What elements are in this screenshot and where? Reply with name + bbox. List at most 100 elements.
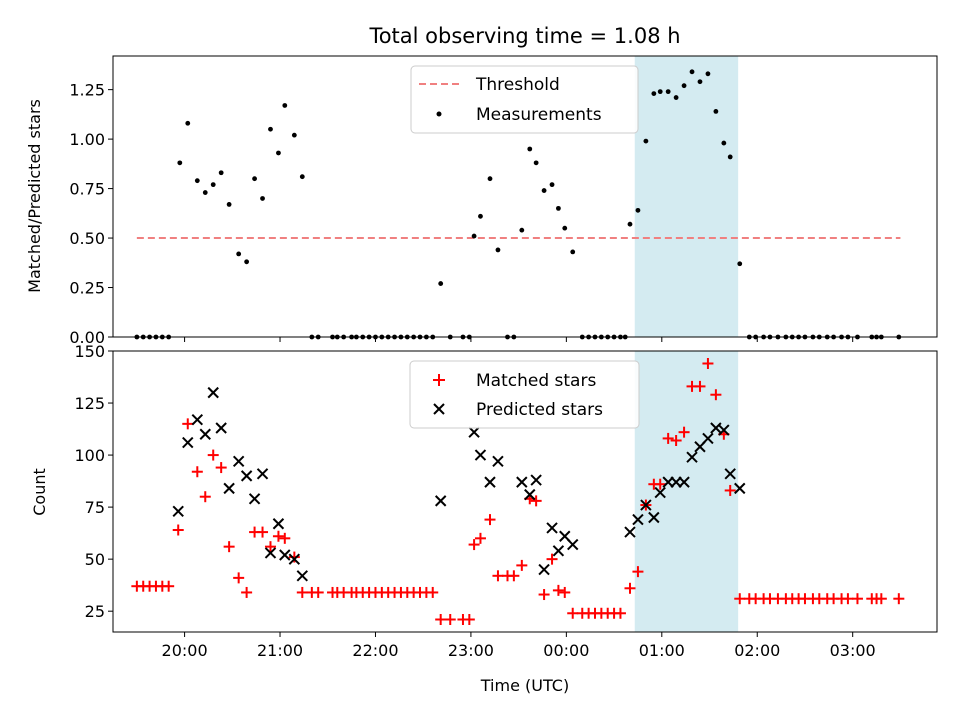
measurement-point — [643, 138, 649, 144]
predicted-star-point — [223, 482, 235, 495]
x-stroke-b — [632, 513, 644, 526]
bottom-panel: Count Time (UTC) 25 50 75 100 125 150 20:00 21… — [30, 342, 938, 695]
measurement-point — [299, 174, 305, 180]
measurement-point — [177, 160, 183, 166]
predicted-star-point — [279, 549, 291, 561]
measurement-point — [194, 178, 200, 184]
x-stroke-b — [624, 526, 636, 538]
measurement-point — [697, 79, 703, 85]
top-x-ticks — [184, 337, 854, 342]
matched-star-point — [279, 532, 291, 544]
bottom-legend: Matched stars Predicted stars — [409, 360, 640, 429]
predicted-star-point — [484, 476, 496, 488]
x-stroke-b — [516, 476, 528, 488]
measurement-point — [471, 233, 477, 239]
x-stroke-b — [296, 570, 309, 582]
matched-star-point — [842, 593, 854, 605]
matched-star-point — [508, 570, 520, 582]
matched-star-point — [241, 586, 253, 598]
x-stroke-b — [272, 518, 285, 530]
matched-star-point — [893, 593, 905, 605]
x-stroke-b — [559, 530, 571, 542]
matched-star-point — [632, 566, 644, 578]
predicted-star-point — [546, 522, 558, 534]
matched-star-point — [624, 582, 636, 594]
matched-star-point — [702, 357, 714, 369]
highlight-band — [634, 56, 739, 337]
measurement-points — [134, 69, 902, 340]
predicted-star-point — [248, 493, 261, 505]
predicted-star-point — [264, 547, 277, 559]
measurement-point — [705, 71, 711, 77]
predicted-star-point — [256, 468, 269, 480]
matched-star-point — [191, 466, 203, 478]
matched-star-point — [207, 449, 219, 461]
measurement-point — [185, 120, 191, 126]
measurement-point — [721, 140, 727, 146]
predicted-star-point — [474, 449, 487, 461]
predicted-star-point — [552, 545, 565, 557]
measurement-point — [276, 150, 281, 156]
matched-star-point — [670, 435, 682, 447]
predicted-star-point — [654, 486, 666, 499]
matched-star-point — [678, 426, 690, 438]
matched-star-point — [654, 478, 666, 490]
matched-star-point — [296, 586, 308, 598]
legend-matched-plus-icon — [433, 374, 445, 386]
top-y-axis-label: Matched/Predicted stars — [25, 99, 44, 293]
measurement-point — [651, 91, 657, 96]
x-tick-label: 00:00 — [543, 641, 589, 660]
x-stroke-b — [264, 547, 277, 559]
x-stroke-b — [552, 545, 565, 557]
x-tick-label: 03:00 — [830, 641, 876, 660]
x-stroke-b — [734, 482, 746, 495]
predicted-star-point — [240, 470, 253, 482]
predicted-star-point — [434, 495, 447, 507]
x-stroke-b — [288, 553, 301, 565]
measurement-point — [737, 261, 743, 267]
legend-predicted-label: Predicted stars — [476, 400, 603, 420]
matched-star-point — [567, 607, 579, 619]
y-tick-label: 25 — [85, 602, 105, 621]
matched-star-point — [516, 559, 528, 571]
x-stroke-b — [678, 476, 690, 488]
x-stroke-b — [248, 493, 261, 505]
measurement-point — [519, 227, 525, 233]
x-stroke-b — [686, 451, 698, 463]
x-stroke-b — [215, 422, 227, 434]
matched-star-point — [724, 484, 736, 496]
matched-star-point — [552, 584, 564, 596]
predicted-star-point — [272, 518, 285, 530]
x-stroke-b — [724, 468, 736, 480]
x-stroke-b — [524, 488, 536, 501]
x-stroke-b — [172, 505, 184, 517]
matched-star-point — [875, 593, 887, 605]
predicted-star-point — [718, 424, 730, 436]
measurement-point — [218, 170, 224, 176]
measurement-point — [268, 126, 273, 132]
x-stroke-b — [240, 470, 253, 482]
x-stroke-b — [191, 413, 204, 426]
matched-star-point — [288, 551, 300, 563]
predicted-star-point — [492, 455, 504, 468]
y-tick-label: 1.25 — [69, 81, 105, 100]
matched-star-point — [444, 614, 456, 626]
x-stroke-b — [710, 422, 722, 434]
legend-measurements-label: Measurements — [476, 105, 602, 125]
matched-star-point — [172, 524, 184, 536]
measurement-point — [665, 89, 671, 95]
x-stroke-b — [232, 455, 245, 468]
measurement-point — [681, 83, 687, 89]
x-tick-label: 21:00 — [257, 641, 303, 660]
legend-matched-label: Matched stars — [476, 371, 596, 391]
x-stroke-b — [279, 549, 291, 561]
predicted-star-point — [686, 451, 698, 463]
predicted-star-point — [468, 426, 480, 438]
matched-star-point — [427, 586, 439, 598]
predicted-star-point — [524, 488, 536, 501]
top-panel: Total observing time = 1.08 h Matched/Pr… — [25, 24, 938, 347]
matched-star-point — [474, 532, 486, 544]
x-stroke-b — [207, 386, 219, 399]
legend-threshold-label: Threshold — [475, 75, 560, 95]
predicted-star-point — [191, 413, 204, 426]
